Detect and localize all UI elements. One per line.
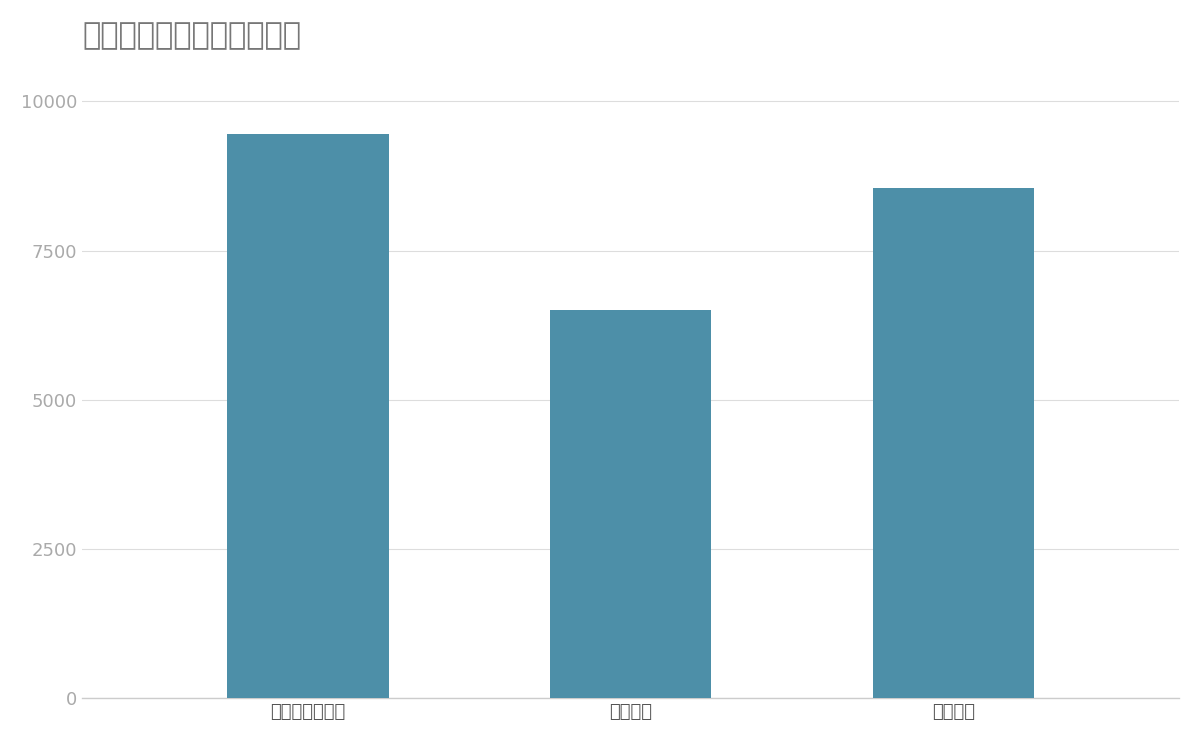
Bar [227,134,389,698]
Text: 競合含む売上高（百万円）: 競合含む売上高（百万円） [82,21,301,50]
Bar [872,188,1034,698]
Bar [550,310,712,698]
